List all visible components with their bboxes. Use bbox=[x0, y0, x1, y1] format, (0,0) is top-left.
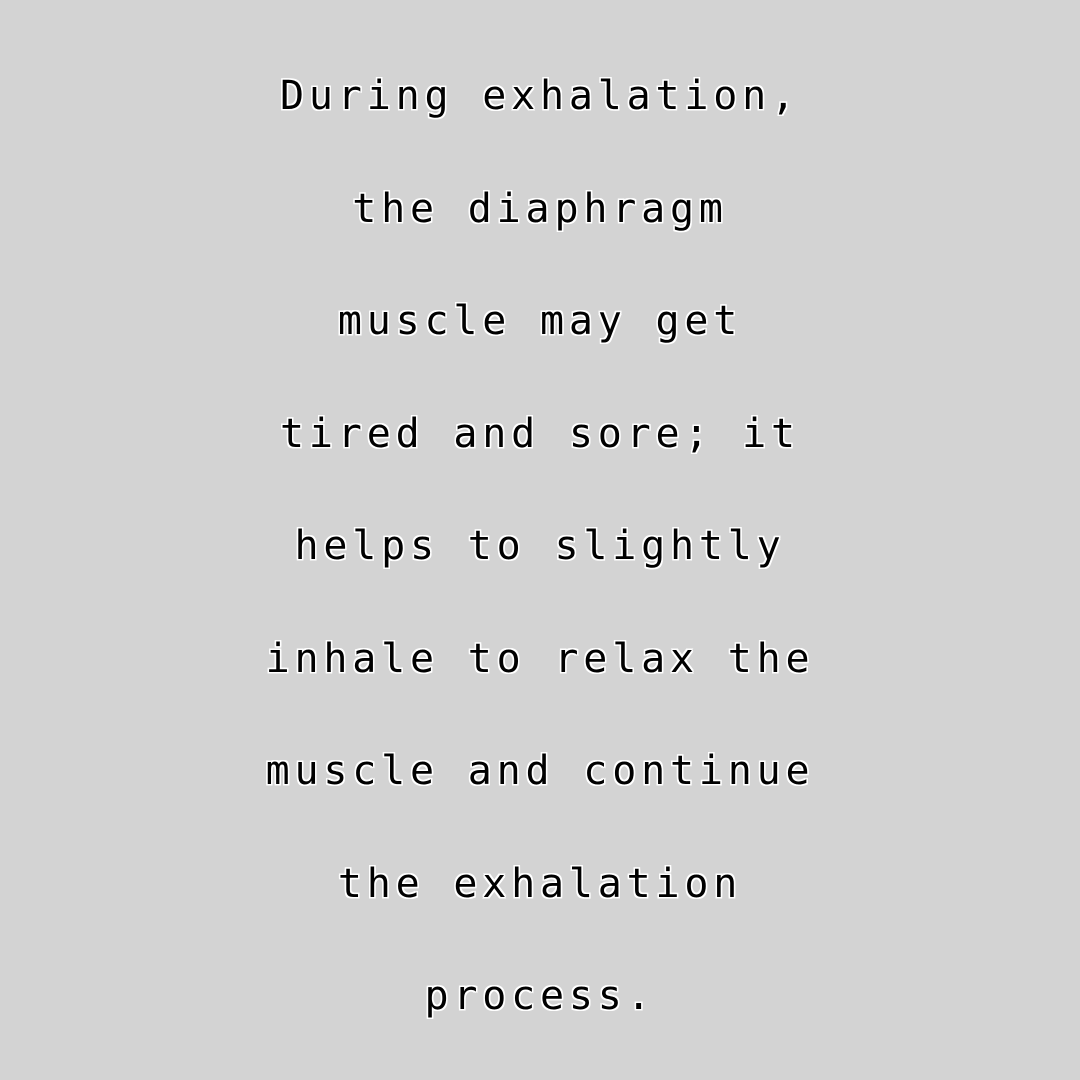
caption-line-1: During exhalation, bbox=[280, 73, 800, 119]
caption-line-9: process. bbox=[424, 973, 656, 1019]
caption-text-block: During exhalation, the diaphragm muscle … bbox=[0, 40, 1080, 1053]
caption-line-6: inhale to relax the bbox=[265, 635, 815, 682]
caption-line-7: muscle and continue bbox=[265, 748, 815, 794]
caption-line-8: the exhalation bbox=[337, 860, 743, 907]
caption-line-3: muscle may get bbox=[337, 298, 743, 344]
caption-line-5: helps to slightly bbox=[294, 523, 786, 569]
caption-line-4: tired and sore; it bbox=[280, 410, 800, 457]
caption-line-2: the diaphragm bbox=[352, 185, 728, 232]
